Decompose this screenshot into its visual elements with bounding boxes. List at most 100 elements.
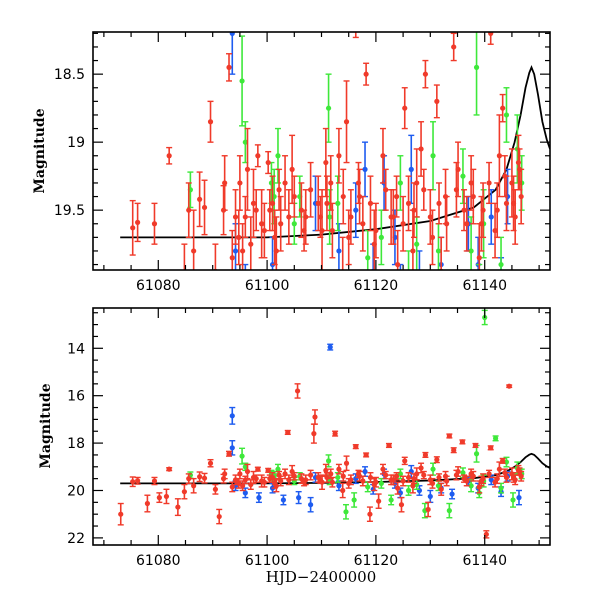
bottom-red-marker — [421, 472, 427, 478]
top-red-point — [398, 319, 404, 401]
top-green-marker — [389, 330, 394, 335]
bottom-red-point — [459, 439, 466, 445]
top-red-marker — [207, 119, 214, 125]
bottom-red-marker — [500, 458, 506, 464]
top-red-marker — [453, 187, 460, 193]
top-red-marker — [301, 227, 307, 234]
bottom-red-marker — [427, 477, 433, 483]
bottom-red-marker — [312, 414, 318, 420]
top-red-point — [499, 93, 506, 123]
top-red-point — [343, 80, 350, 164]
top-red-marker — [405, 200, 412, 206]
bottom-red-marker — [151, 478, 158, 484]
bottom-red-point — [355, 469, 362, 479]
top-red-marker — [516, 166, 523, 172]
top-red-marker — [248, 241, 254, 247]
top-red-marker — [470, 193, 476, 200]
top-blue-point — [229, 32, 236, 75]
top-green-point — [274, 127, 281, 184]
top-red-marker — [340, 276, 345, 281]
top-red-marker — [492, 227, 498, 234]
top-red-point — [461, 189, 468, 232]
top-red-marker — [399, 357, 404, 362]
bottom-red-point — [340, 470, 347, 482]
top-blue-marker — [308, 357, 313, 362]
bottom-red-marker — [470, 473, 476, 479]
top-red-point — [207, 100, 214, 143]
top-red-marker — [464, 221, 470, 227]
bottom-red-point — [494, 473, 501, 485]
top-red-marker — [276, 187, 282, 193]
bottom-red-marker — [380, 466, 386, 472]
bottom-red-point — [335, 463, 342, 475]
bottom-red-marker — [329, 479, 335, 485]
bottom-green-marker — [460, 470, 466, 476]
top-red-point — [352, 32, 359, 39]
top-red-point — [118, 353, 124, 475]
bottom-red-marker — [248, 481, 254, 488]
bottom-red-marker — [286, 477, 292, 483]
bottom-red-point — [185, 473, 192, 485]
top-red-point — [185, 182, 192, 239]
top-red-point — [405, 175, 412, 232]
bottom-red-marker — [163, 493, 170, 500]
top-ticks: 61080 61100 61120 61140 18.5 19 19.5 — [54, 32, 550, 294]
bottom-red-point — [317, 475, 324, 485]
bottom-red-marker — [186, 476, 192, 482]
bottom-blue-point — [295, 490, 302, 505]
top-red-point — [254, 144, 261, 168]
bottom-green-point — [239, 447, 246, 465]
bottom-blue-marker — [229, 445, 235, 451]
bottom-green-marker — [468, 483, 474, 489]
top-red-point — [253, 189, 260, 232]
top-red-point — [285, 189, 292, 245]
bottom-green-marker — [275, 466, 281, 472]
top-red-marker — [367, 412, 372, 417]
top-ylabel: Magnitude — [32, 108, 48, 193]
top-red-point — [388, 189, 395, 245]
bottom-red-marker — [311, 431, 317, 437]
top-red-point — [472, 9, 478, 31]
bottom-red-marker — [130, 479, 136, 485]
bottom-red-point — [117, 502, 124, 526]
bottom-red-point — [478, 475, 485, 487]
bottom-red-marker — [343, 460, 350, 466]
top-red-marker — [229, 255, 235, 261]
bottom-blue-point — [427, 489, 434, 504]
bottom-red-point — [486, 469, 493, 479]
bottom-red-marker — [405, 474, 412, 481]
top-red-point — [265, 150, 272, 175]
bottom-red-point — [284, 429, 291, 436]
top-green-point — [388, 305, 394, 359]
bottom-red-point — [329, 476, 336, 488]
top-red-point — [175, 326, 181, 421]
bottom-red-marker — [436, 474, 442, 481]
bottom-red-point — [134, 476, 141, 485]
top-green-marker — [327, 214, 333, 220]
top-red-point — [367, 175, 374, 232]
top-model-curve — [120, 64, 550, 239]
top-red-point — [151, 202, 158, 245]
top-red-point — [201, 179, 208, 236]
bottom-red-point — [156, 492, 163, 504]
bottom-red-point — [398, 496, 405, 513]
top-blue-point — [516, 278, 522, 360]
bottom-red-marker — [459, 439, 466, 445]
bottom-blue-point — [327, 343, 334, 351]
bottom-red-point — [253, 474, 260, 483]
bottom-blue-marker — [229, 413, 235, 419]
bottom-blue-point — [449, 488, 456, 500]
bottom-red-marker — [253, 476, 259, 482]
bottom-blue-marker — [308, 502, 314, 508]
bottom-red-point — [236, 468, 243, 480]
bottom-red-marker — [376, 498, 382, 504]
top-red-point — [422, 59, 429, 89]
bottom-ytick-label: 16 — [67, 389, 85, 405]
bottom-red-marker — [340, 473, 346, 479]
top-red-marker — [346, 234, 352, 240]
top-red-marker — [328, 180, 334, 186]
bottom-green-marker — [405, 487, 412, 494]
top-green-marker — [335, 200, 341, 206]
bottom-red-marker — [285, 429, 291, 436]
top-red-marker — [336, 153, 342, 159]
